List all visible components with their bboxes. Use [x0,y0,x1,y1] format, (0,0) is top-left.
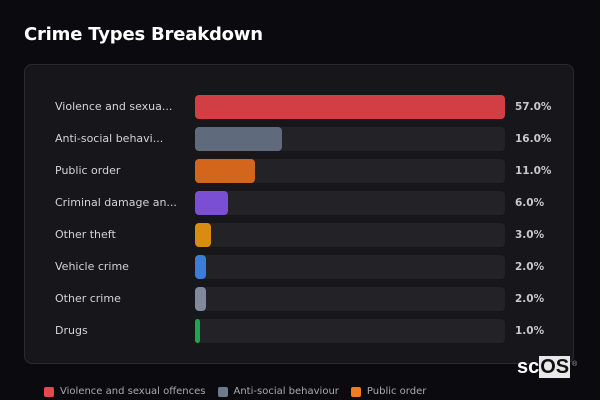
bar-label: Anti-social behavi... [55,132,164,145]
bar[interactable] [195,191,228,215]
bar[interactable] [195,287,206,311]
chart-title: Crime Types Breakdown [24,24,263,45]
brand-highlight: OS [539,356,571,378]
bar-label: Other crime [55,292,121,305]
legend-item[interactable]: Anti-social behaviour [217,386,339,397]
bar[interactable] [195,223,211,247]
bar-value: 3.0% [515,229,545,241]
bar[interactable] [195,95,505,119]
bar-label: Drugs [55,324,88,337]
legend-label: Public order [366,386,427,397]
bar-track [195,319,505,343]
bar-row: Anti-social behavi... 16.0% [25,127,573,151]
legend-label: Anti-social behaviour [233,386,339,397]
bar-track [195,287,505,311]
bar-track [195,191,505,215]
legend-swatch-icon [217,386,228,397]
legend-item[interactable]: Violence and sexual offences [44,386,206,397]
bar-row: Violence and sexua... 57.0% [25,95,573,119]
bar-value: 16.0% [515,133,552,145]
bar-value: 1.0% [515,325,545,337]
bar-label: Other theft [55,228,116,241]
chart-legend: Violence and sexual offences Anti-social … [44,386,426,397]
bar-track [195,223,505,247]
bar-label: Public order [55,164,121,177]
legend-swatch-icon [350,386,361,397]
bar-value: 2.0% [515,261,545,273]
bar-row: Public order 11.0% [25,159,573,183]
legend-item[interactable]: Public order [350,386,427,397]
bar-row: Other crime 2.0% [25,287,573,311]
bar-value: 6.0% [515,197,545,209]
bar-label: Violence and sexua... [55,100,173,113]
bar[interactable] [195,159,255,183]
bar-row: Vehicle crime 2.0% [25,255,573,279]
brand-prefix: sc [517,356,540,378]
bar-track [195,255,505,279]
bar-track [195,127,505,151]
bar-value: 11.0% [515,165,552,177]
legend-swatch-icon [44,386,54,397]
brand-logo: scOS ® [517,356,577,378]
bar[interactable] [195,255,206,279]
chart-card: Violence and sexua... 57.0% Anti-social be… [24,64,574,364]
bar-row: Criminal damage an... 6.0% [25,191,573,215]
bar[interactable] [195,319,200,343]
bar-row: Drugs 1.0% [25,319,573,343]
bar[interactable] [195,127,282,151]
bar-value: 2.0% [515,293,545,305]
legend-label: Violence and sexual offences [60,386,206,397]
bar-label: Vehicle crime [55,260,129,273]
bar-row: Other theft 3.0% [25,223,573,247]
bar-label: Criminal damage an... [55,196,177,209]
bar-track [195,159,505,183]
registered-mark: ® [571,361,578,368]
bar-value: 57.0% [515,101,552,113]
bar-track [195,95,505,119]
